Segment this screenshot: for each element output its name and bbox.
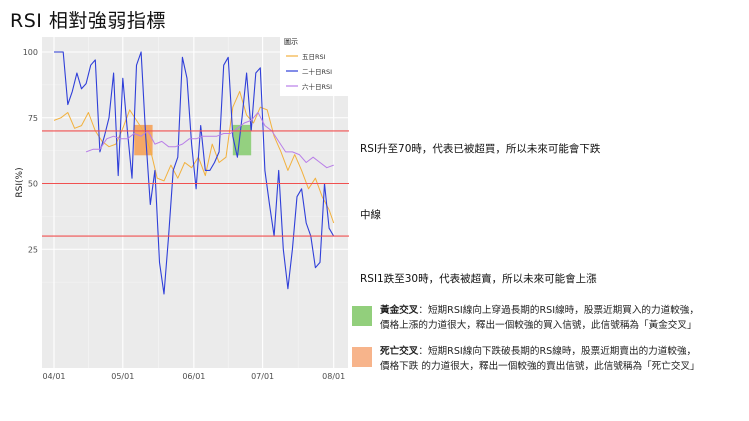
x-tick-label: 08/01 bbox=[322, 372, 345, 381]
reference-lines bbox=[42, 130, 349, 237]
series-lines bbox=[53, 51, 335, 295]
death-cross-line1: ：短期RSI線向下跌破長期的RS線時，股票近期賣出的力道較強， bbox=[418, 346, 697, 357]
golden-cross-term: 黃金交叉 bbox=[380, 305, 419, 316]
crossover-highlight bbox=[232, 124, 252, 156]
y-tick-label: 50 bbox=[28, 180, 38, 189]
legend-label: 二十日RSI bbox=[302, 67, 332, 76]
legend-title: 圖示 bbox=[284, 38, 298, 46]
annotation-overbought: RSI升至70時，代表已被超買，所以未來可能會下跌 bbox=[360, 143, 601, 155]
x-tick-label: 05/01 bbox=[111, 372, 134, 381]
death-cross-text: 死亡交叉：短期RSI線向下跌破長期的RS線時，股票近期賣出的力道較強， 價格下跌… bbox=[380, 345, 700, 374]
axes: 25 50 75 100 04/01 05/01 06/01 07/01 08/01 RSI(%) bbox=[15, 48, 345, 381]
y-tick-label: 75 bbox=[28, 114, 38, 123]
y-tick-label: 100 bbox=[23, 48, 38, 57]
golden-cross-line1: ：短期RSI線向上穿過長期的RSI線時，股票近期買入的力道較強， bbox=[418, 305, 699, 316]
legend-label: 五日RSI bbox=[302, 53, 326, 61]
y-axis-title: RSI(%) bbox=[15, 167, 25, 197]
crossover-highlight bbox=[134, 124, 153, 156]
death-cross-term: 死亡交叉 bbox=[380, 346, 419, 357]
annotation-midline: 中線 bbox=[360, 209, 381, 221]
series-line-3 bbox=[85, 112, 334, 169]
legend-label: 六十日RSI bbox=[302, 82, 332, 91]
note-death-cross: 死亡交叉：短期RSI線向下跌破長期的RS線時，股票近期賣出的力道較強， 價格下跌… bbox=[352, 345, 744, 374]
series-line-2 bbox=[54, 51, 335, 295]
golden-cross-text: 黃金交叉：短期RSI線向上穿過長期的RSI線時，股票近期買入的力道較強， 價格上… bbox=[380, 304, 699, 333]
annotation-oversold: RSI1跌至30時，代表被超賣，所以未來可能會上漲 bbox=[360, 273, 597, 285]
x-tick-label: 06/01 bbox=[182, 372, 205, 381]
y-tick-label: 25 bbox=[28, 245, 38, 254]
golden-cross-line2: 價格上漲的力道很大，釋出一個較強的買入信號，此信號稱為「黃金交叉」 bbox=[380, 319, 697, 331]
crossover-highlights bbox=[134, 124, 252, 156]
page-title: RSI 相對強弱指標 bbox=[10, 10, 166, 32]
x-tick-label: 04/01 bbox=[42, 372, 65, 381]
series-line-1 bbox=[53, 90, 335, 224]
note-golden-cross: 黃金交叉：短期RSI線向上穿過長期的RSI線時，股票近期買入的力道較強， 價格上… bbox=[352, 304, 744, 333]
death-cross-line2: 價格下跌 的力道很大，釋出一個較強的賣出信號，此信號稱為「死亡交叉」 bbox=[380, 360, 700, 372]
x-tick-label: 07/01 bbox=[251, 372, 274, 381]
death-cross-swatch bbox=[352, 347, 372, 367]
golden-cross-swatch bbox=[352, 306, 372, 326]
